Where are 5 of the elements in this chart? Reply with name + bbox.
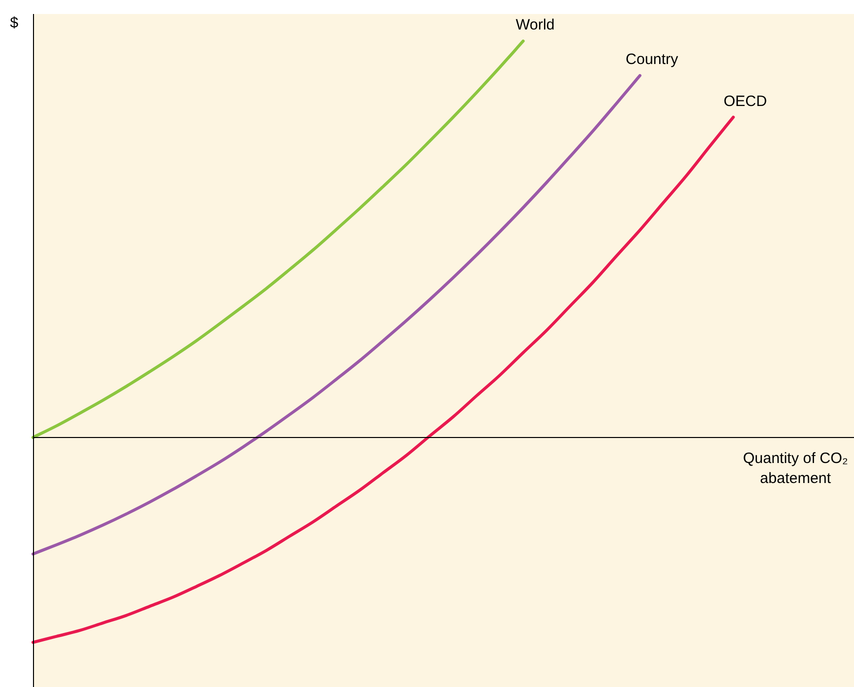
series-label: Country: [626, 51, 679, 68]
y-axis-title: $: [10, 14, 19, 32]
x-axis-title: Quantity of CO₂ abatement: [742, 450, 848, 488]
series-label: OECD: [724, 92, 768, 110]
series-label: World: [516, 16, 555, 34]
